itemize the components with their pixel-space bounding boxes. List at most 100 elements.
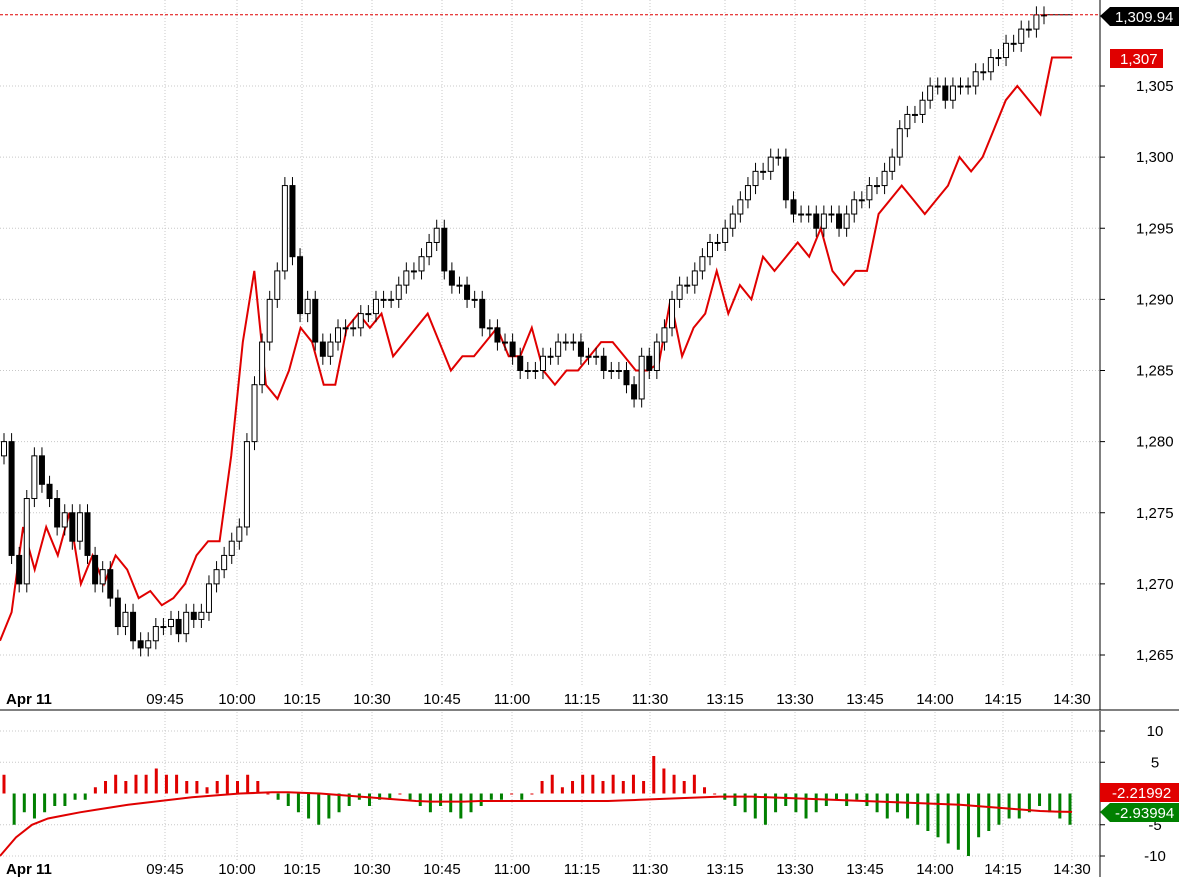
- candle-body: [631, 384, 638, 400]
- candle-body: [904, 113, 911, 130]
- indicator-x-tick-label: 11:30: [632, 861, 668, 877]
- candle-body: [608, 370, 615, 372]
- indicator-x-tick-label: 13:45: [846, 861, 884, 877]
- candle-body: [54, 498, 61, 528]
- indicator-x-tick-label: 11:15: [564, 861, 600, 877]
- main-x-tick-label: 11:15: [564, 691, 600, 708]
- main-y-tick-label: 1,290: [1136, 291, 1174, 308]
- histogram-bar: [834, 793, 838, 800]
- main-y-axis: 1,265 1,270 1,275 1,280 1,285 1,290 1,295 1,300…: [1100, 78, 1174, 664]
- candle-body: [152, 626, 159, 642]
- histogram-bar: [164, 774, 168, 794]
- candle-body: [737, 199, 744, 215]
- candle-body: [319, 341, 326, 357]
- candle-body: [168, 618, 175, 628]
- histogram-bar: [581, 774, 585, 794]
- histogram-bar: [703, 787, 707, 794]
- candle-body: [46, 483, 53, 500]
- candle-body: [251, 384, 258, 443]
- candle-body: [205, 583, 212, 613]
- candle-body: [31, 455, 38, 500]
- main-x-tick-label: 13:45: [846, 691, 884, 708]
- histogram-bar: [225, 774, 229, 794]
- main-y-tick-label: 1,285: [1136, 363, 1174, 380]
- histogram-bar: [154, 768, 158, 794]
- indicator-x-tick-label: 14:00: [916, 861, 954, 877]
- histogram-bar: [499, 793, 503, 800]
- candle-body: [706, 241, 713, 258]
- indicator-x-tick-label: 13:30: [776, 861, 814, 877]
- histogram-bar: [692, 774, 696, 794]
- histogram-bar: [946, 793, 950, 844]
- candle-body: [805, 213, 812, 216]
- histogram-bar: [865, 793, 869, 806]
- candle-body: [957, 85, 964, 88]
- candle-body: [304, 298, 311, 315]
- histogram-bar: [144, 774, 148, 794]
- candle-body: [289, 185, 296, 258]
- candle-body: [782, 156, 789, 201]
- candle-body: [873, 185, 880, 188]
- candle-body: [965, 85, 972, 88]
- histogram-bar: [662, 768, 666, 794]
- histogram-bar: [276, 793, 280, 800]
- histogram-bar: [1007, 793, 1011, 819]
- histogram-bar: [743, 793, 747, 813]
- main-x-tick-label: 10:30: [353, 691, 391, 708]
- candle-body: [539, 355, 546, 371]
- histogram-bar: [571, 781, 575, 794]
- candle-body: [866, 185, 873, 201]
- candle-body: [441, 227, 448, 272]
- candle-body: [426, 241, 433, 258]
- histogram-bar: [1038, 793, 1042, 806]
- candle-body: [418, 256, 425, 272]
- candle-body: [889, 156, 896, 172]
- main-x-tick-label: 09:45: [146, 691, 184, 708]
- svg-text:-2.21992: -2.21992: [1112, 785, 1171, 802]
- histogram-bar: [926, 793, 930, 831]
- candle-body: [107, 569, 114, 599]
- histogram-bar: [875, 793, 879, 813]
- candle-body: [145, 640, 152, 649]
- main-y-tick-label: 1,295: [1136, 220, 1174, 237]
- histogram-bar: [520, 793, 524, 800]
- candle-body: [190, 611, 197, 620]
- signal-series: [0, 791, 1073, 857]
- candle-body: [350, 327, 357, 330]
- candle-body: [122, 611, 129, 628]
- candle-body: [987, 57, 994, 73]
- candle-body: [365, 313, 372, 316]
- main-y-tick-label: 1,275: [1136, 505, 1174, 522]
- candle-body: [114, 597, 121, 628]
- histogram-bar: [367, 793, 371, 806]
- candle-body: [851, 199, 858, 215]
- histogram-bar: [246, 774, 250, 794]
- candle-body: [327, 341, 334, 357]
- indicator-x-tick-label: 13:15: [706, 861, 744, 877]
- histogram-bar: [408, 793, 412, 800]
- candle-body: [669, 298, 676, 329]
- histogram-bar: [317, 793, 321, 825]
- indicator-x-axis: 09:45 10:00 10:15 10:30 10:45 11:00 11:15 11:30…: [146, 861, 1091, 878]
- candle-body: [509, 341, 516, 357]
- candle-body: [494, 327, 501, 343]
- candle-body: [600, 355, 607, 371]
- histogram-bar: [1058, 793, 1062, 819]
- candle-body: [403, 270, 410, 286]
- histogram-bar: [784, 793, 788, 806]
- histogram-bar: [916, 793, 920, 825]
- candle-body: [69, 512, 76, 542]
- histogram-bar: [966, 793, 970, 856]
- candle-body: [676, 284, 683, 300]
- main-y-tick-label: 1,270: [1136, 576, 1174, 593]
- signal-line: [0, 791, 1073, 857]
- histogram-bar: [388, 793, 392, 800]
- overlay-price-tag: 1,307: [1110, 49, 1163, 68]
- histogram-bar: [449, 793, 453, 813]
- histogram-bar: [337, 793, 341, 813]
- candle-body: [638, 355, 645, 400]
- histogram-bar: [347, 793, 351, 806]
- candle-body: [691, 270, 698, 286]
- candle-body: [456, 284, 463, 287]
